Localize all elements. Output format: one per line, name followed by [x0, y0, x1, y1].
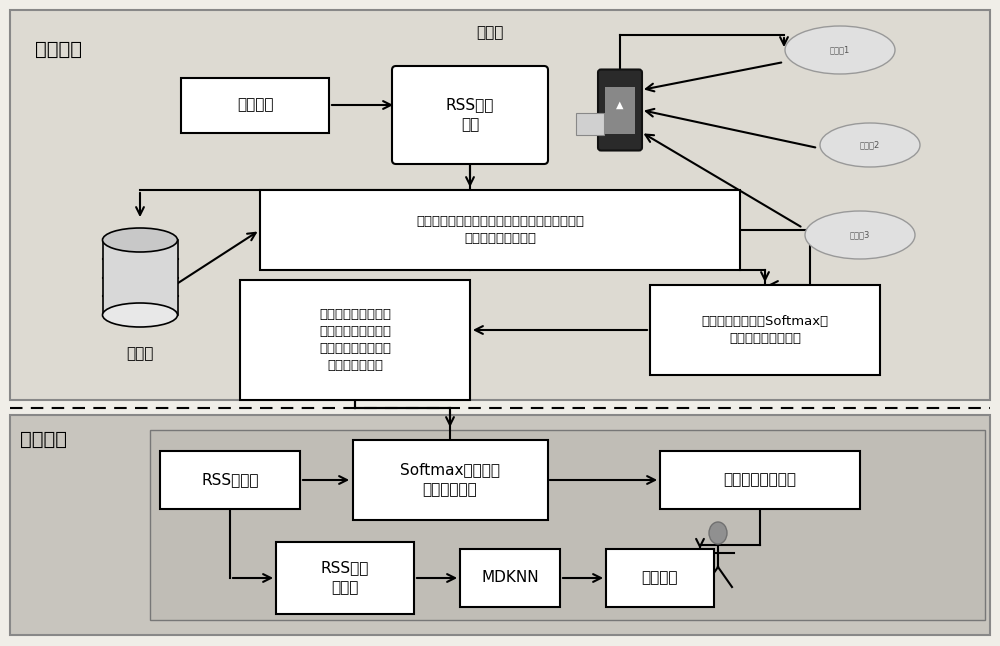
Text: ▲: ▲	[616, 100, 624, 110]
Bar	[605, 87, 635, 134]
Text: 位置信息: 位置信息	[642, 570, 678, 585]
Text: RSS信号
采集: RSS信号 采集	[446, 98, 494, 132]
Ellipse shape	[103, 228, 178, 252]
Text: 客户端: 客户端	[476, 25, 504, 40]
FancyBboxPatch shape	[240, 280, 470, 400]
Ellipse shape	[103, 303, 178, 327]
FancyBboxPatch shape	[576, 113, 604, 135]
Text: 在线阶段: 在线阶段	[20, 430, 67, 449]
Text: 根据最小交叉熵损失
函数对应的最佳参数
集合构建多分类识别
器楼层判别模型: 根据最小交叉熵损失 函数对应的最佳参数 集合构建多分类识别 器楼层判别模型	[319, 308, 391, 372]
Text: Softmax多分类器
楼层判别模型: Softmax多分类器 楼层判别模型	[400, 463, 500, 497]
FancyBboxPatch shape	[606, 549, 714, 607]
Ellipse shape	[785, 26, 895, 74]
Text: 接入点3: 接入点3	[850, 231, 870, 240]
Text: 指纹库: 指纹库	[126, 346, 154, 361]
Text: 接入点1: 接入点1	[830, 45, 850, 54]
Text: MDKNN: MDKNN	[481, 570, 539, 585]
FancyBboxPatch shape	[260, 190, 740, 270]
Ellipse shape	[805, 211, 915, 259]
FancyBboxPatch shape	[352, 440, 548, 520]
FancyBboxPatch shape	[10, 10, 990, 400]
FancyBboxPatch shape	[160, 451, 300, 509]
Text: RSS指纹
数据库: RSS指纹 数据库	[321, 561, 369, 596]
Text: 利用梯度下降法对Softmax多
分类识别器进行训练: 利用梯度下降法对Softmax多 分类识别器进行训练	[701, 315, 829, 345]
FancyBboxPatch shape	[460, 549, 560, 607]
Text: 接入点2: 接入点2	[860, 140, 880, 149]
FancyBboxPatch shape	[181, 78, 329, 132]
Text: RSS值采集: RSS值采集	[201, 472, 259, 488]
Ellipse shape	[709, 522, 727, 544]
FancyBboxPatch shape	[660, 451, 860, 509]
Ellipse shape	[820, 123, 920, 167]
FancyBboxPatch shape	[276, 542, 414, 614]
FancyBboxPatch shape	[598, 70, 642, 151]
Text: 离线阶段: 离线阶段	[35, 40, 82, 59]
FancyBboxPatch shape	[10, 415, 990, 635]
FancyBboxPatch shape	[392, 66, 548, 164]
FancyBboxPatch shape	[650, 285, 880, 375]
FancyBboxPatch shape	[150, 430, 985, 620]
Text: 网格划分: 网格划分	[237, 98, 273, 112]
Text: 为检测区域内的多个楼层进行分类，为每个楼层
分配对应的楼层标签: 为检测区域内的多个楼层进行分类，为每个楼层 分配对应的楼层标签	[416, 215, 584, 245]
Bar	[103, 240, 178, 315]
Text: 得到目标所在楼层: 得到目标所在楼层	[724, 472, 796, 488]
